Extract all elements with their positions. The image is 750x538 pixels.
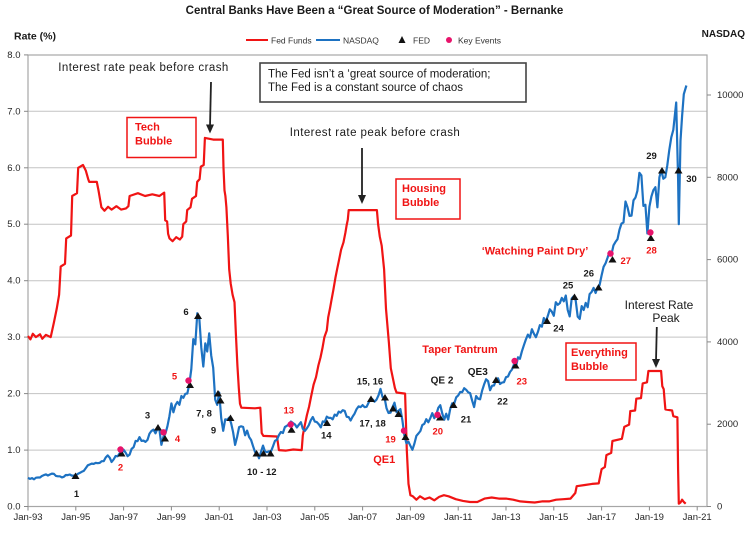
- svg-text:Everything: Everything: [571, 347, 628, 359]
- svg-text:0.0: 0.0: [7, 502, 20, 513]
- svg-text:15, 16: 15, 16: [357, 377, 383, 388]
- svg-text:29: 29: [646, 151, 657, 162]
- svg-text:Interest rate peak before cras: Interest rate peak before crash: [290, 127, 461, 139]
- svg-text:Jan-97: Jan-97: [109, 512, 138, 523]
- svg-text:Jan-03: Jan-03: [252, 512, 281, 523]
- svg-text:FED: FED: [413, 36, 430, 46]
- svg-text:4.0: 4.0: [7, 276, 20, 287]
- svg-text:Bubble: Bubble: [402, 197, 439, 209]
- svg-text:23: 23: [517, 377, 528, 388]
- svg-text:22: 22: [497, 397, 508, 408]
- svg-text:Bubble: Bubble: [571, 361, 608, 373]
- svg-text:10 - 12: 10 - 12: [247, 467, 277, 478]
- svg-text:0: 0: [717, 502, 722, 513]
- svg-text:26: 26: [584, 269, 595, 280]
- svg-text:2.0: 2.0: [7, 389, 20, 400]
- svg-text:13: 13: [284, 406, 295, 417]
- svg-text:‘Watching Paint Dry’: ‘Watching Paint Dry’: [482, 246, 589, 258]
- svg-text:5: 5: [172, 372, 178, 383]
- svg-text:6.0: 6.0: [7, 163, 20, 174]
- svg-text:The Fed is a constant source o: The Fed is a constant source of chaos: [268, 82, 463, 94]
- svg-text:17, 18: 17, 18: [359, 419, 385, 430]
- svg-text:6000: 6000: [717, 255, 738, 266]
- svg-text:4: 4: [175, 434, 181, 445]
- svg-text:Jan-05: Jan-05: [300, 512, 329, 523]
- svg-text:7, 8: 7, 8: [196, 409, 212, 420]
- svg-text:28: 28: [646, 246, 657, 257]
- svg-text:8.0: 8.0: [7, 50, 20, 61]
- svg-text:QE 2: QE 2: [431, 376, 454, 387]
- svg-text:Jan-15: Jan-15: [539, 512, 568, 523]
- svg-text:Jan-99: Jan-99: [157, 512, 186, 523]
- svg-text:Jan-01: Jan-01: [205, 512, 234, 523]
- svg-text:8000: 8000: [717, 172, 738, 183]
- svg-text:Interest rate peak before cras: Interest rate peak before crash: [58, 62, 229, 74]
- svg-text:24: 24: [553, 324, 564, 335]
- svg-text:5.0: 5.0: [7, 219, 20, 230]
- svg-text:QE1: QE1: [373, 454, 395, 466]
- svg-text:Jan-11: Jan-11: [444, 512, 472, 523]
- svg-text:19: 19: [385, 435, 396, 446]
- svg-text:7.0: 7.0: [7, 106, 20, 117]
- svg-text:Key Events: Key Events: [458, 36, 501, 46]
- svg-text:NASDAQ: NASDAQ: [343, 36, 379, 46]
- svg-text:Jan-95: Jan-95: [61, 512, 90, 523]
- svg-text:Central Banks Have Been a “Gre: Central Banks Have Been a “Great Source …: [186, 5, 564, 17]
- svg-text:3: 3: [145, 411, 150, 422]
- svg-text:3.0: 3.0: [7, 332, 20, 343]
- svg-text:1: 1: [74, 489, 80, 500]
- svg-text:Tech: Tech: [135, 122, 160, 134]
- svg-text:Housing: Housing: [402, 183, 446, 195]
- svg-text:Jan-17: Jan-17: [587, 512, 616, 523]
- svg-text:Jan-21: Jan-21: [683, 512, 712, 523]
- svg-text:20: 20: [433, 427, 444, 438]
- svg-text:Peak: Peak: [652, 311, 680, 325]
- svg-text:9: 9: [211, 426, 216, 437]
- svg-text:Interest Rate: Interest Rate: [625, 298, 694, 312]
- svg-text:NASDAQ: NASDAQ: [702, 29, 746, 40]
- svg-text:Jan-93: Jan-93: [13, 512, 42, 523]
- svg-text:Jan-13: Jan-13: [491, 512, 520, 523]
- svg-text:Jan-09: Jan-09: [396, 512, 425, 523]
- svg-text:30: 30: [686, 174, 697, 185]
- svg-text:The Fed isn’t a ‘great source: The Fed isn’t a ‘great source of moderat…: [268, 69, 490, 81]
- svg-text:1.0: 1.0: [7, 445, 20, 456]
- svg-text:2: 2: [118, 463, 123, 474]
- svg-text:Jan-19: Jan-19: [635, 512, 664, 523]
- svg-text:4000: 4000: [717, 337, 738, 348]
- svg-text:Taper Tantrum: Taper Tantrum: [422, 344, 498, 356]
- svg-text:Fed Funds: Fed Funds: [271, 36, 312, 46]
- svg-text:Bubble: Bubble: [135, 136, 172, 148]
- svg-text:10000: 10000: [717, 90, 743, 101]
- svg-text:21: 21: [461, 415, 472, 426]
- svg-text:14: 14: [321, 431, 332, 442]
- svg-text:Jan-07: Jan-07: [348, 512, 377, 523]
- svg-text:25: 25: [563, 281, 574, 292]
- svg-text:27: 27: [621, 256, 632, 267]
- svg-text:Rate (%): Rate (%): [14, 31, 56, 43]
- svg-text:2000: 2000: [717, 419, 738, 430]
- svg-text:QE3: QE3: [468, 367, 488, 378]
- svg-text:6: 6: [183, 307, 188, 318]
